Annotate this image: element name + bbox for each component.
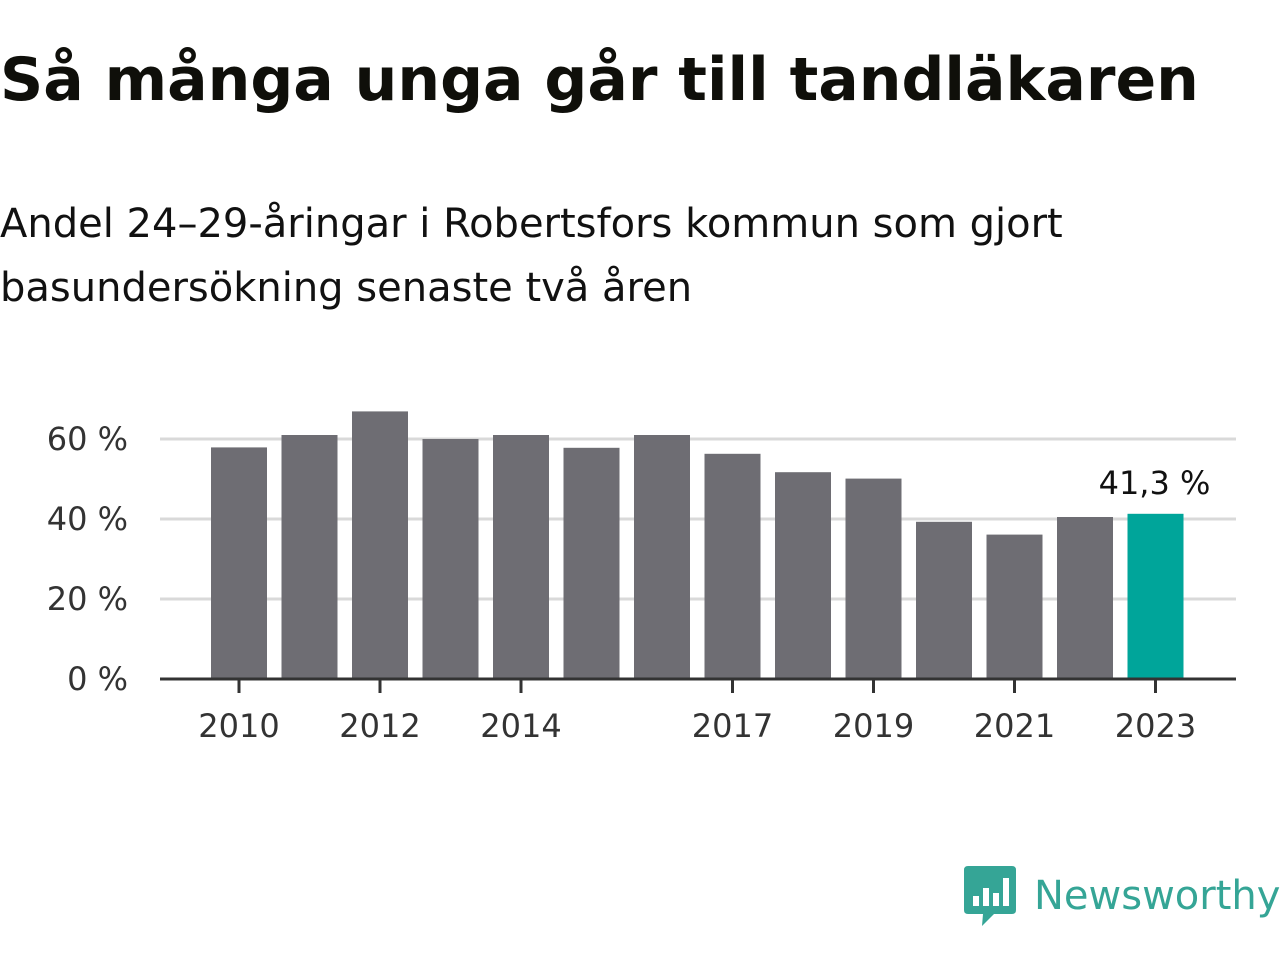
bar: [634, 435, 690, 679]
chart-subtitle: Andel 24–29-åringar i Robertsfors kommun…: [0, 201, 1063, 311]
labels: 0 % 20 % 40 % 60 % 2010 2012 2014 2017 2019 2021 2…: [47, 420, 1211, 745]
x-tick-label: 2010: [198, 707, 279, 745]
bars: [211, 411, 1184, 679]
bar: [845, 478, 902, 679]
bar: [1127, 513, 1184, 679]
bar: [704, 453, 761, 679]
brand: Newsworthy: [964, 864, 1280, 928]
axes: [160, 677, 1236, 693]
y-tick-label: 0 %: [67, 660, 128, 698]
bar: [986, 534, 1043, 679]
grid-lines: [160, 437, 1236, 601]
newsworthy-logo-icon: [964, 866, 1016, 926]
bar: [1057, 517, 1113, 679]
y-tick-label: 60 %: [47, 420, 128, 458]
bar: [422, 439, 479, 679]
y-tick-label: 40 %: [47, 500, 128, 538]
bar: [352, 411, 408, 679]
x-tick-label: 2017: [692, 707, 773, 745]
bar: [916, 521, 972, 679]
highlight-value-label: 41,3 %: [1099, 464, 1211, 502]
bar: [775, 472, 831, 679]
bar: [281, 435, 338, 679]
bar: [211, 447, 267, 679]
bar: [563, 447, 620, 679]
x-tick-label: 2014: [480, 707, 561, 745]
bar: [493, 435, 549, 679]
brand-name: Newsworthy: [1034, 873, 1280, 919]
y-tick-label: 20 %: [47, 580, 128, 618]
x-tick-label: 2023: [1115, 707, 1196, 745]
x-tick-label: 2021: [974, 707, 1055, 745]
chart-title: Så många unga går till tandläkaren: [0, 45, 1199, 115]
x-tick-label: 2019: [833, 707, 914, 745]
x-tick-label: 2012: [339, 707, 420, 745]
